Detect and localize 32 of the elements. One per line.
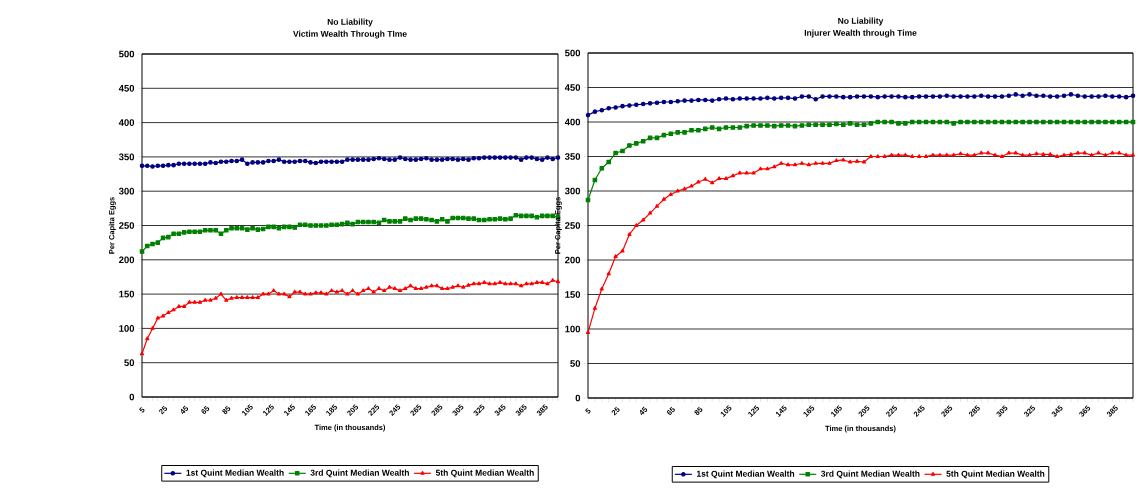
chart-subtitle: Victim Wealth Through TIme [293, 30, 407, 39]
y-tick-label: 300 [564, 187, 581, 195]
legend-label: 3rd Quint Median Wealth [310, 469, 409, 478]
y-tick-label: 100 [565, 325, 581, 333]
y-tick-label: 350 [564, 153, 581, 160]
y-tick-label: 150 [119, 290, 135, 298]
y-tick-label: 150 [565, 291, 581, 298]
y-tick-label: 350 [118, 153, 135, 161]
y-tick-label: 0 [129, 393, 135, 401]
y-tick-label: 200 [119, 256, 135, 264]
y-tick-label: 100 [119, 325, 135, 332]
legend-label: 3rd Quint Median Wealth [821, 470, 920, 479]
y-tick-label: 400 [118, 119, 135, 126]
y-tick-label: 50 [124, 359, 135, 367]
y-tick-label: 300 [118, 187, 135, 195]
legend-label: 5th Quint Median Wealth [946, 470, 1045, 479]
y-tick-label: 400 [564, 118, 581, 126]
legend-label: 1st Quint Median Wealth [696, 470, 795, 479]
y-tick-label: 50 [570, 360, 581, 367]
chart-subtitle: Injurer Wealth through Time [804, 29, 917, 38]
y-tick-label: 250 [565, 222, 581, 229]
y-tick-label: 450 [118, 84, 135, 92]
chart-title: No Liability [838, 17, 884, 26]
y-tick-label: 500 [564, 49, 581, 57]
y-tick-label: 450 [564, 84, 581, 91]
legend-label: 5th Quint Median Wealth [435, 469, 534, 478]
y-tick-label: 250 [119, 222, 135, 229]
y-tick-label: 500 [118, 50, 135, 58]
legend-label: 1st Quint Median Wealth [186, 469, 284, 478]
chart-title: No Liability [327, 18, 373, 27]
y-tick-label: 0 [575, 394, 581, 402]
y-tick-label: 200 [565, 256, 581, 264]
